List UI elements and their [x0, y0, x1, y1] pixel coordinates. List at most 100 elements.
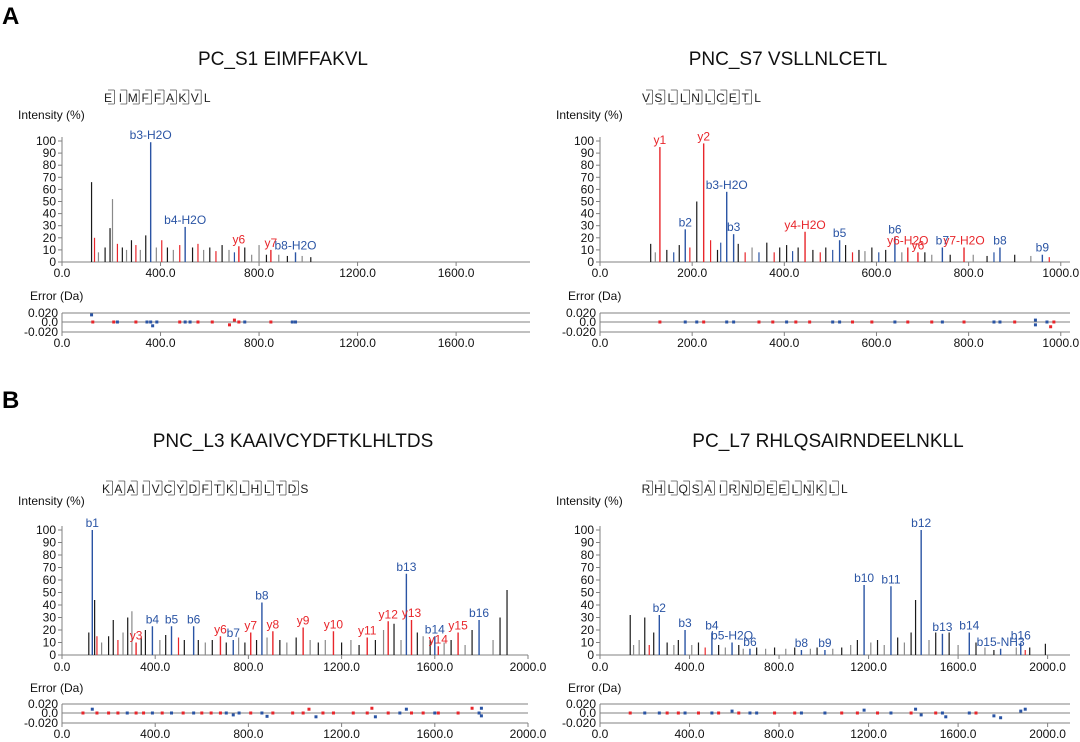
error-point	[134, 711, 138, 715]
fragment-cleavage-marker	[720, 89, 728, 105]
error-point	[725, 320, 729, 324]
error-point	[115, 320, 119, 324]
peak-label: b16	[469, 606, 489, 620]
fragment-cleavage-marker	[279, 480, 287, 496]
sequence-residue: M	[128, 91, 138, 105]
sequence-residue: D	[188, 482, 197, 496]
peak-label: b11	[881, 572, 900, 586]
error-point	[314, 715, 318, 719]
error-x-tick-label: 800.0	[954, 336, 984, 350]
error-y-tick-label: 0.0	[579, 315, 596, 329]
intensity-axis-label: Intensity (%)	[556, 494, 623, 508]
error-point	[628, 711, 632, 715]
error-point	[1049, 325, 1053, 329]
sequence-residue: T	[276, 482, 284, 496]
y-tick-label: 20	[43, 623, 57, 637]
error-point	[209, 711, 213, 715]
peak-label: b14	[425, 622, 445, 636]
error-point	[307, 707, 311, 711]
y-tick-label: 60	[43, 573, 57, 587]
sequence-residue: H	[654, 482, 663, 496]
sequence-residue: S	[692, 482, 700, 496]
fragment-cleavage-marker	[182, 89, 190, 105]
error-point	[151, 324, 155, 328]
error-point	[95, 711, 99, 715]
error-point	[301, 711, 305, 715]
fragment-cleavage-marker	[120, 89, 128, 105]
y-tick-label: 90	[43, 536, 57, 550]
error-point	[1045, 320, 1049, 324]
fragment-cleavage-marker	[108, 89, 115, 105]
error-point	[237, 711, 241, 715]
peak-label: b5-H2O	[711, 629, 753, 643]
y-tick-label: 30	[43, 219, 57, 233]
y-tick-label: 20	[581, 231, 595, 245]
error-y-tick-label: 0.020	[566, 306, 596, 320]
error-point	[808, 320, 812, 324]
y-tick-label: 40	[43, 207, 57, 221]
intensity-axis-label: Intensity (%)	[556, 108, 623, 122]
error-point	[1033, 323, 1037, 327]
error-point	[421, 711, 425, 715]
fragment-cleavage-marker	[807, 480, 814, 496]
error-point	[433, 711, 437, 715]
fragment-cleavage-marker	[683, 480, 690, 496]
x-tick-label: 1200.0	[339, 266, 376, 280]
peak-label: b9	[818, 636, 832, 650]
error-point	[112, 320, 116, 324]
error-point	[183, 320, 187, 324]
sequence-residue: K	[178, 91, 186, 105]
peak-label: b13	[396, 560, 416, 574]
x-tick-label: 400.0	[769, 266, 799, 280]
error-point	[90, 313, 94, 317]
sequence-residue: N	[691, 91, 700, 105]
sequence-residue: K	[226, 482, 234, 496]
y-tick-label: 10	[581, 636, 595, 650]
error-y-tick-label: 0.020	[566, 697, 596, 711]
peak-label: b8	[795, 636, 809, 650]
x-tick-label: 1600.0	[438, 266, 475, 280]
fragment-cleavage-marker	[168, 480, 175, 496]
fragment-cleavage-marker	[155, 480, 163, 496]
sequence-residue: T	[742, 91, 750, 105]
peak-label: y7	[244, 619, 257, 633]
fragment-cleavage-marker	[254, 480, 262, 496]
error-point	[998, 320, 1002, 324]
y-tick-label: 40	[581, 207, 595, 221]
x-tick-label: 400.0	[146, 266, 176, 280]
sequence-residue: E	[766, 482, 774, 496]
error-point	[260, 711, 264, 715]
fragment-cleavage-marker	[194, 89, 202, 105]
peak-label: y11	[358, 624, 377, 638]
error-point	[906, 320, 910, 324]
error-point	[757, 320, 761, 324]
y-tick-label: 20	[581, 623, 595, 637]
error-point	[944, 715, 948, 719]
error-x-tick-label: 800.0	[233, 727, 263, 741]
error-point	[1052, 320, 1056, 324]
y-tick-label: 10	[43, 636, 57, 650]
peak-label: y6-H2O	[887, 233, 928, 247]
fragment-cleavage-marker	[720, 480, 728, 496]
error-point	[838, 320, 842, 324]
peak-label: y6	[214, 622, 227, 636]
error-y-tick-label: 0.020	[28, 306, 58, 320]
peak-label: y7-H2O	[943, 233, 984, 247]
y-tick-label: 60	[43, 182, 57, 196]
error-x-tick-label: 1200.0	[850, 727, 887, 741]
error-point	[737, 711, 741, 715]
error-point	[479, 706, 483, 710]
y-tick-label: 100	[574, 523, 594, 537]
sequence-residue: H	[250, 482, 259, 496]
fragment-cleavage-marker	[242, 480, 250, 496]
sequence-residue: L	[667, 482, 674, 496]
error-point	[249, 711, 253, 715]
error-point	[227, 323, 231, 327]
error-point	[150, 711, 154, 715]
error-point	[702, 320, 706, 324]
peak-label: b9	[1036, 241, 1050, 255]
peak-label: b12	[911, 516, 931, 530]
y-tick-label: 50	[581, 586, 595, 600]
peak-label: b16	[1011, 629, 1031, 643]
